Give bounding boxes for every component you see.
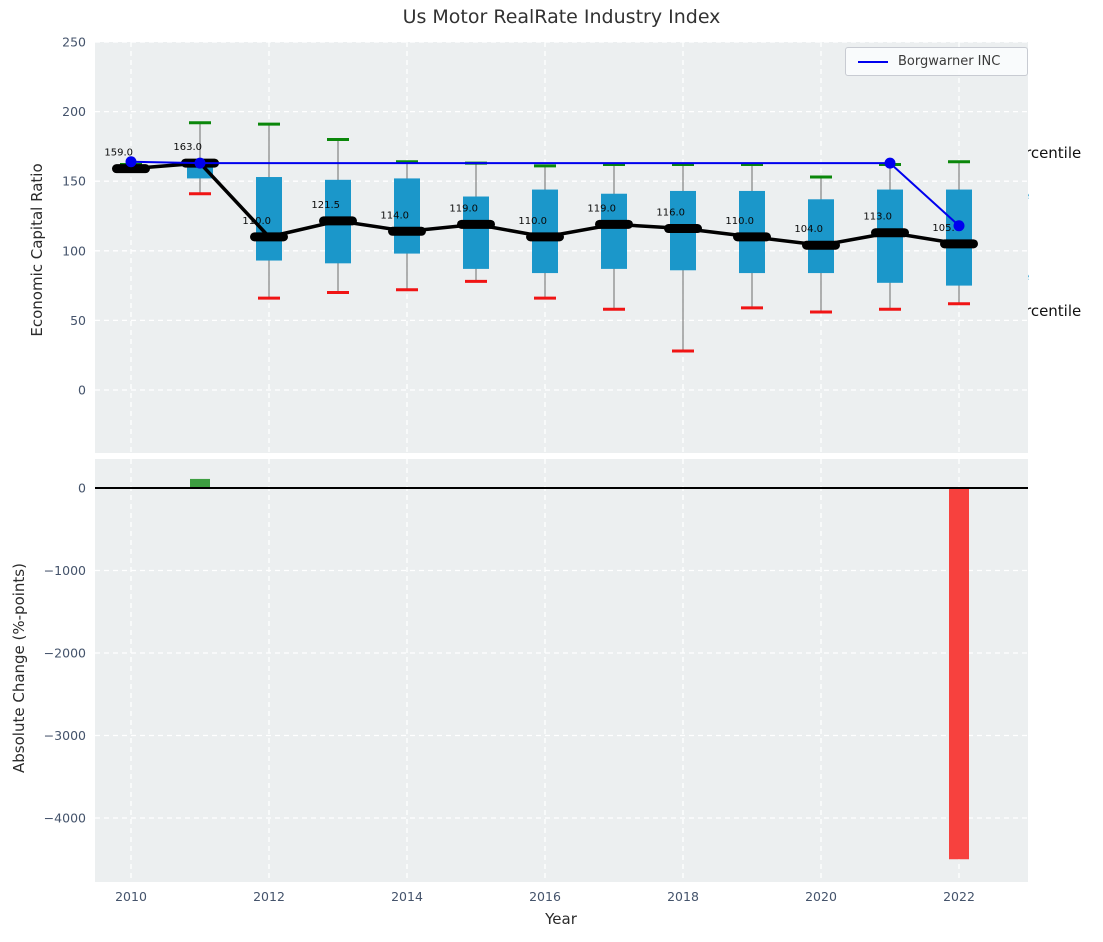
x-tick-label: 2016 bbox=[529, 889, 561, 904]
bottom-y-tick-label: −4000 bbox=[44, 811, 86, 826]
x-tick-label: 2018 bbox=[667, 889, 699, 904]
box-2020 bbox=[808, 199, 834, 274]
median-marker-2010 bbox=[112, 164, 150, 174]
median-marker-2012 bbox=[250, 232, 288, 242]
top-y-tick-label: 0 bbox=[78, 383, 86, 398]
legend: Borgwarner INC bbox=[845, 47, 1028, 76]
box-2019 bbox=[739, 190, 765, 274]
median-marker-2014 bbox=[388, 226, 426, 236]
median-marker-2017 bbox=[595, 219, 633, 229]
legend-line-sample bbox=[858, 60, 888, 63]
median-annotation-2021: 113.0 bbox=[863, 212, 892, 223]
change-bar-2011 bbox=[190, 478, 210, 488]
company-point-2010 bbox=[125, 156, 137, 168]
median-marker-2016 bbox=[526, 232, 564, 242]
x-tick-label: 2022 bbox=[943, 889, 975, 904]
box-2015 bbox=[463, 196, 489, 269]
x-tick-label: 2012 bbox=[253, 889, 285, 904]
median-annotation-2016: 110.0 bbox=[518, 216, 547, 227]
x-tick-label: 2014 bbox=[391, 889, 423, 904]
top-y-axis-label: Economic Capital Ratio bbox=[28, 163, 46, 337]
median-marker-2015 bbox=[457, 219, 495, 229]
box-2017 bbox=[601, 193, 627, 269]
x-tick-label: 2020 bbox=[805, 889, 837, 904]
median-marker-2019 bbox=[733, 232, 771, 242]
median-marker-2013 bbox=[319, 216, 357, 226]
bottom-y-axis-label: Absolute Change (%-points) bbox=[10, 563, 28, 773]
change-bar-2022 bbox=[949, 488, 969, 860]
median-annotation-2019: 110.0 bbox=[725, 216, 754, 227]
median-annotation-2011: 163.0 bbox=[173, 142, 202, 153]
median-annotation-2010: 159.0 bbox=[104, 148, 133, 159]
median-annotation-2015: 119.0 bbox=[449, 203, 478, 214]
median-annotation-2013: 121.5 bbox=[311, 200, 340, 211]
top-y-tick-label: 50 bbox=[70, 313, 86, 328]
median-annotation-2022: 105.0 bbox=[932, 223, 961, 234]
median-marker-2021 bbox=[871, 228, 909, 238]
bottom-plot-background bbox=[95, 459, 1028, 882]
top-y-tick-label: 150 bbox=[62, 174, 86, 189]
median-marker-2022 bbox=[940, 239, 978, 249]
median-annotation-2014: 114.0 bbox=[380, 210, 409, 221]
company-point-2022 bbox=[953, 220, 965, 232]
bottom-y-tick-label: 0 bbox=[78, 481, 86, 496]
legend-label: Borgwarner INC bbox=[898, 54, 1001, 69]
box-2012 bbox=[256, 177, 282, 261]
top-plot-background bbox=[95, 42, 1028, 453]
bottom-y-tick-label: −3000 bbox=[44, 728, 86, 743]
median-annotation-2018: 116.0 bbox=[656, 208, 685, 219]
top-y-tick-label: 100 bbox=[62, 243, 86, 258]
company-line bbox=[130, 160, 960, 227]
top-y-tick-label: 200 bbox=[62, 104, 86, 119]
median-annotation-2020: 104.0 bbox=[794, 224, 823, 235]
top-y-tick-label: 250 bbox=[62, 35, 86, 50]
median-marker-2018 bbox=[664, 224, 702, 234]
box-2016 bbox=[532, 189, 558, 274]
box-2014 bbox=[394, 178, 420, 254]
chart-title: Us Motor RealRate Industry Index bbox=[402, 6, 721, 28]
median-annotation-2017: 119.0 bbox=[587, 203, 616, 214]
bottom-y-tick-label: −1000 bbox=[44, 563, 86, 578]
bottom-y-tick-label: −2000 bbox=[44, 646, 86, 661]
company-point-2021 bbox=[884, 157, 896, 169]
box-2022 bbox=[946, 189, 972, 286]
x-tick-label: 2010 bbox=[115, 889, 147, 904]
median-marker-2020 bbox=[802, 240, 840, 250]
company-point-2011 bbox=[194, 157, 206, 169]
x-axis-label: Year bbox=[545, 910, 577, 928]
